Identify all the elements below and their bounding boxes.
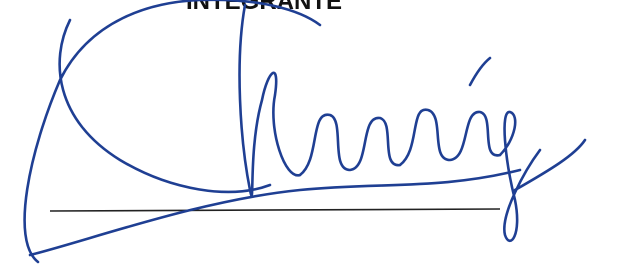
page: INTEGRANTE — [0, 0, 621, 271]
signature — [25, 0, 585, 262]
label: INTEGRANTE — [186, 0, 342, 15]
signature-sheet: INTEGRANTE — [0, 0, 621, 271]
signature-line — [50, 209, 500, 211]
